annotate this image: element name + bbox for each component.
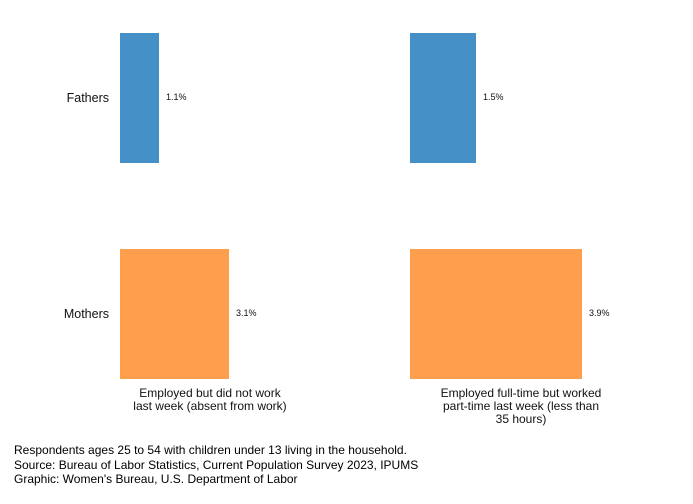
bar-mothers-facet-2 (410, 249, 582, 379)
x-axis-label-facet-1: Employed but did not work last week (abs… (90, 387, 330, 413)
x-axis-label-facet-2-line-2: part-time last week (less than (442, 399, 600, 413)
x-axis-label-facet-1-line-2: last week (absent from work) (133, 399, 287, 413)
bar-mothers-facet-1 (120, 249, 229, 379)
x-axis-label-facet-2-line-3: 35 hours) (495, 412, 547, 426)
category-label-mothers: Mothers (63, 307, 109, 321)
source-notes: Respondents ages 25 to 54 with children … (14, 443, 418, 487)
value-label-mothers-facet-1: 3.1% (236, 308, 257, 318)
bar-fathers-facet-1 (120, 33, 159, 163)
note-respondents: Respondents ages 25 to 54 with children … (14, 443, 407, 457)
x-axis-label-facet-2: Employed full-time but worked part-time … (401, 387, 641, 426)
category-label-fathers: Fathers (66, 91, 109, 105)
bar-fathers-facet-2 (410, 33, 476, 163)
value-label-mothers-facet-2: 3.9% (589, 308, 610, 318)
x-axis-label-facet-2-line-1: Employed full-time but worked (440, 386, 602, 400)
note-graphic-credit: Graphic: Women's Bureau, U.S. Department… (14, 472, 298, 487)
value-label-fathers-facet-1: 1.1% (166, 92, 187, 102)
value-label-fathers-facet-2: 1.5% (483, 92, 504, 102)
note-source: Source: Bureau of Labor Statistics, Curr… (14, 457, 419, 472)
x-axis-label-facet-1-line-1: Employed but did not work (139, 386, 281, 400)
